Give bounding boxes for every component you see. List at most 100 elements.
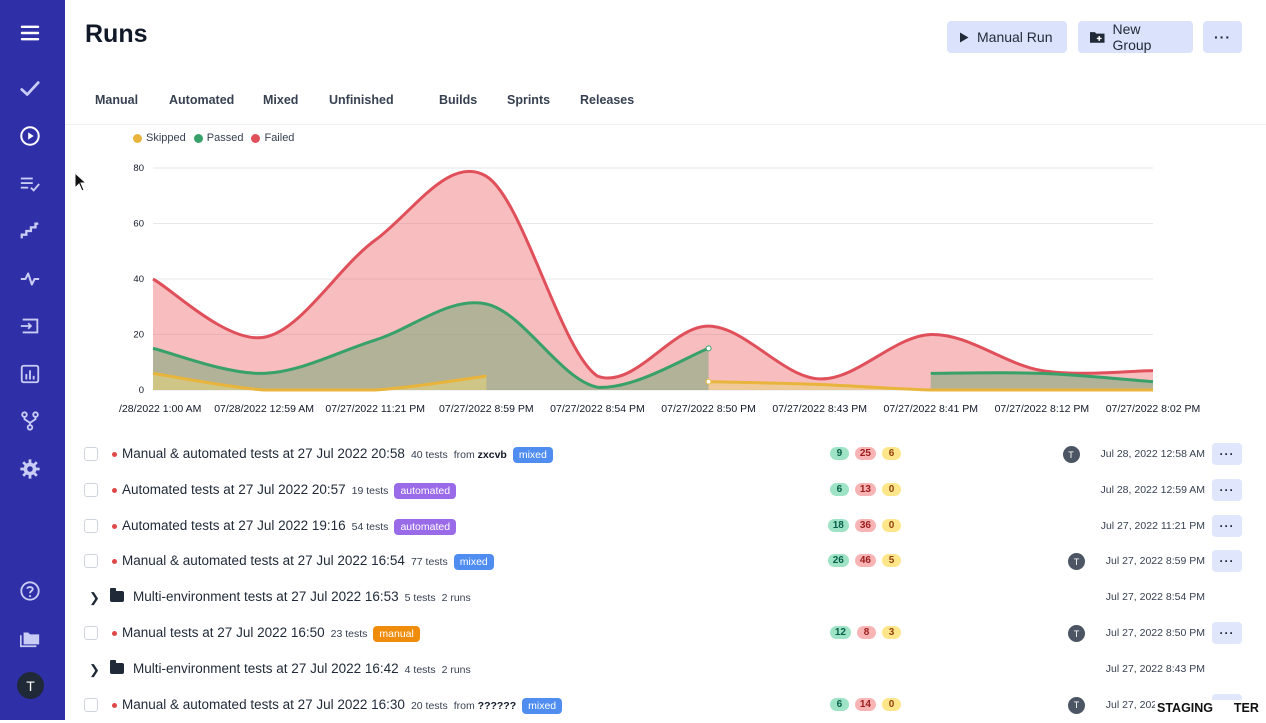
table-row[interactable]: Manual & automated tests at 27 Jul 2022 …	[65, 687, 1266, 723]
run-avatar[interactable]: T	[1068, 553, 1085, 570]
group-tests: 4 tests	[405, 664, 436, 676]
highlight-point-passed	[706, 346, 711, 351]
folder-icon	[110, 591, 124, 602]
x-tick-label: 07/27/2022 11:21 PM	[325, 403, 425, 415]
run-type-badge: mixed	[522, 698, 562, 714]
table-row[interactable]: Manual & automated tests at 27 Jul 2022 …	[65, 543, 1266, 579]
branch-icon[interactable]	[18, 409, 42, 433]
help-icon[interactable]	[18, 579, 42, 603]
chevron-right-icon[interactable]: ❯	[89, 662, 100, 678]
check-icon[interactable]	[18, 77, 42, 101]
passed-count: 12	[830, 626, 851, 639]
tab-releases[interactable]: Releases	[580, 93, 634, 107]
run-tests: 19 tests	[352, 485, 389, 497]
x-tick-label: 07/27/2022 8:41 PM	[883, 403, 978, 415]
row-more-button[interactable]: ···	[1212, 443, 1242, 465]
x-tick-label: 07/27/2022 8:54 PM	[550, 403, 645, 415]
run-date: Jul 28, 2022 12:58 AM	[1101, 448, 1206, 460]
row-more-button[interactable]: ···	[1212, 550, 1242, 572]
play-circle-icon[interactable]	[18, 124, 42, 148]
x-tick-label: 07/27/2022 8:50 PM	[661, 403, 756, 415]
skipped-count: 6	[882, 447, 901, 460]
run-type-badge: mixed	[454, 554, 494, 570]
failed-count: 25	[855, 447, 876, 460]
run-title[interactable]: Manual & automated tests at 27 Jul 2022 …	[122, 697, 562, 714]
tab-sprints[interactable]: Sprints	[507, 93, 550, 107]
row-checkbox[interactable]	[84, 554, 98, 568]
status-dot	[112, 559, 117, 564]
skipped-count: 3	[882, 626, 901, 639]
skipped-count: 0	[882, 698, 901, 711]
skipped-count: 0	[882, 483, 901, 496]
row-checkbox[interactable]	[84, 447, 98, 461]
run-group-row[interactable]: ❯ Multi-environment tests at 27 Jul 2022 …	[65, 579, 1266, 615]
run-title[interactable]: Manual & automated tests at 27 Jul 2022 …	[122, 446, 553, 463]
y-tick-label: 40	[133, 274, 144, 285]
row-checkbox[interactable]	[84, 483, 98, 497]
run-group-row[interactable]: ❯ Multi-environment tests at 27 Jul 2022 …	[65, 651, 1266, 687]
run-title[interactable]: Manual & automated tests at 27 Jul 2022 …	[122, 553, 494, 570]
y-tick-label: 0	[139, 385, 144, 396]
tab-automated[interactable]: Automated	[169, 93, 234, 107]
new-group-label: New Group	[1113, 21, 1181, 53]
more-options-button[interactable]: ···	[1203, 21, 1242, 53]
folder-plus-icon	[1090, 31, 1105, 43]
group-title[interactable]: Multi-environment tests at 27 Jul 2022 1…	[133, 661, 471, 676]
group-runs: 2 runs	[442, 664, 471, 676]
group-title[interactable]: Multi-environment tests at 27 Jul 2022 1…	[133, 589, 471, 604]
status-dot	[112, 631, 117, 636]
row-more-button[interactable]: ···	[1212, 515, 1242, 537]
failed-count: 8	[857, 626, 876, 639]
run-avatar[interactable]: T	[1068, 625, 1085, 642]
status-dot	[112, 452, 117, 457]
tab-mixed[interactable]: Mixed	[263, 93, 298, 107]
tab-manual[interactable]: Manual	[95, 93, 138, 107]
manual-run-button[interactable]: Manual Run	[947, 21, 1067, 53]
run-avatar[interactable]: T	[1068, 697, 1085, 714]
row-checkbox[interactable]	[84, 626, 98, 640]
gear-icon[interactable]	[18, 457, 42, 481]
row-checkbox[interactable]	[84, 698, 98, 712]
import-icon[interactable]	[18, 314, 42, 338]
chevron-right-icon[interactable]: ❯	[89, 590, 100, 606]
table-row[interactable]: Manual & automated tests at 27 Jul 2022 …	[65, 436, 1266, 472]
run-date: Jul 27, 2022 8:43 PM	[1106, 663, 1205, 675]
new-group-button[interactable]: New Group	[1078, 21, 1193, 53]
run-title-text: Automated tests at 27 Jul 2022 19:16	[122, 518, 346, 533]
staging-label: STAGING TER	[1155, 700, 1261, 716]
run-avatar[interactable]: T	[1063, 446, 1080, 463]
menu-icon[interactable]	[18, 21, 42, 45]
run-tests: 77 tests	[411, 556, 448, 568]
row-more-button[interactable]: ···	[1212, 479, 1242, 501]
tab-builds[interactable]: Builds	[439, 93, 477, 107]
row-checkbox[interactable]	[84, 519, 98, 533]
row-more-button[interactable]: ···	[1212, 622, 1242, 644]
group-tests: 5 tests	[405, 592, 436, 604]
stairs-icon[interactable]	[18, 219, 42, 243]
run-type-badge: automated	[394, 483, 456, 499]
user-avatar[interactable]: T	[17, 672, 44, 699]
x-tick-label: 07/28/2022 12:59 AM	[214, 403, 314, 415]
page-title: Runs	[85, 20, 148, 49]
x-tick-label: /28/2022 1:00 AM	[119, 403, 201, 415]
list-check-icon[interactable]	[18, 172, 42, 196]
run-from: from ??????	[454, 700, 516, 712]
skipped-count: 0	[882, 519, 901, 532]
x-tick-label: 07/27/2022 8:02 PM	[1106, 403, 1201, 415]
pulse-icon[interactable]	[18, 267, 42, 291]
folders-icon[interactable]	[18, 626, 42, 650]
play-icon	[959, 32, 969, 43]
bar-chart-icon[interactable]	[18, 362, 42, 386]
tab-unfinished[interactable]: Unfinished	[329, 93, 394, 107]
manual-run-label: Manual Run	[977, 29, 1053, 45]
